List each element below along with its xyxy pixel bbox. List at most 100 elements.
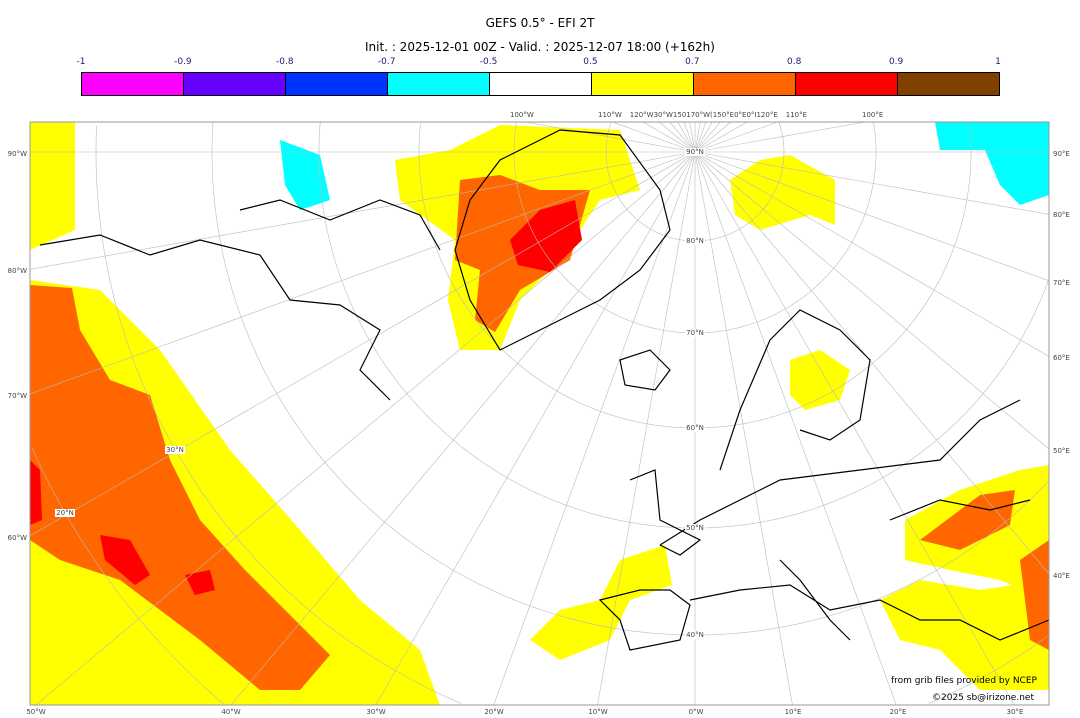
- color-scale-tick: 0.9: [888, 57, 904, 67]
- bottom-axis-label: 30°W: [366, 708, 385, 716]
- color-scale-swatch: [490, 73, 592, 95]
- meridian-line: [694, 151, 793, 705]
- data-source-credit: from grib files provided by NCEP: [891, 676, 1037, 686]
- right-axis-label: 50°E: [1053, 447, 1070, 455]
- top-axis-label: 120°W30°W150170°W(150°E0°E0°I120°E: [630, 111, 778, 119]
- meridian-line: [694, 122, 866, 153]
- latitude-line: [211, 122, 695, 636]
- copyright-credit: ©2025 sb@irizone.net: [932, 693, 1034, 703]
- color-scale-tick: -0.9: [174, 57, 192, 67]
- efi-red-area: [30, 460, 42, 525]
- latitude-label: 20°N: [56, 509, 74, 517]
- efi-red-area: [100, 535, 150, 585]
- right-axis-label: 60°E: [1053, 354, 1070, 362]
- latitude-line: [605, 122, 695, 242]
- latitude-label: 30°N: [166, 446, 184, 454]
- map-title: GEFS 0.5° - EFI 2T: [485, 16, 595, 30]
- bottom-axis-label: 0°W: [689, 708, 704, 716]
- meridian-line: [694, 122, 731, 153]
- right-axis-label: 80°E: [1053, 211, 1070, 219]
- left-axis-label: 60°W: [8, 534, 27, 542]
- latitude-label: 40°N: [686, 631, 704, 639]
- color-scale-swatch: [898, 73, 999, 95]
- right-axis-label: 90°E: [1053, 150, 1070, 158]
- meridian-line: [230, 151, 696, 705]
- map-frame: [29, 121, 1050, 706]
- color-scale-swatch: [184, 73, 286, 95]
- latitude-line: [31, 447, 224, 705]
- meridian-line: [375, 151, 696, 705]
- left-axis-label: 90°W: [8, 150, 27, 158]
- meridian-line: [683, 122, 696, 153]
- latitude-line: [695, 122, 785, 242]
- meridian-line: [694, 151, 897, 705]
- color-scale-swatch: [82, 73, 184, 95]
- color-scale-swatch: [388, 73, 490, 95]
- meridian-line: [30, 151, 696, 270]
- bottom-axis-label: 40°W: [221, 708, 240, 716]
- latitude-label: 60°N: [686, 424, 704, 432]
- color-scale-bar: [81, 72, 1000, 96]
- bottom-axis-label: 20°W: [484, 708, 503, 716]
- efi-cyan-area: [935, 122, 1049, 205]
- latitude-line: [695, 122, 877, 334]
- meridian-line: [524, 122, 696, 153]
- meridian-line: [694, 151, 1049, 282]
- latitude-line: [695, 481, 1049, 636]
- latitude-label: 70°N: [686, 329, 704, 337]
- meridian-line: [694, 122, 707, 153]
- meridian-line: [669, 122, 696, 153]
- left-axis-label: 80°W: [8, 267, 27, 275]
- meridian-line: [694, 151, 1049, 575]
- latitude-line: [695, 280, 1049, 529]
- meridian-line: [35, 151, 696, 705]
- latitude-label: 90°N: [686, 148, 704, 156]
- meridian-line: [30, 151, 696, 537]
- meridian-line: [694, 122, 713, 153]
- color-scale-tick: 1: [995, 57, 1001, 67]
- bottom-axis-label: 30°E: [1007, 708, 1024, 716]
- meridian-line: [694, 122, 778, 153]
- latitude-label: 80°N: [686, 237, 704, 245]
- efi-orange-area: [30, 285, 330, 690]
- efi-yellow-area: [880, 580, 1049, 690]
- latitude-line: [513, 122, 695, 334]
- meridian-line: [694, 151, 1015, 705]
- meridian-line: [677, 122, 696, 153]
- bottom-axis-label: 10°W: [588, 708, 607, 716]
- map-subtitle: Init. : 2025-12-01 00Z - Valid. : 2025-1…: [365, 40, 715, 54]
- meridian-line: [612, 122, 696, 153]
- efi-yellow-area: [30, 122, 75, 250]
- color-scale-tick: 0.8: [787, 57, 802, 67]
- top-axis-label: 100°E: [862, 111, 883, 119]
- meridian-line: [597, 151, 696, 705]
- meridian-line: [694, 151, 1049, 215]
- meridian-line: [694, 122, 748, 153]
- color-scale-swatch: [286, 73, 388, 95]
- color-scale-tick: -0.7: [377, 57, 396, 67]
- bottom-axis-label: 20°E: [890, 708, 907, 716]
- efi-yellow-area: [30, 280, 440, 705]
- efi-red-area: [510, 200, 582, 272]
- efi-red-area: [185, 570, 215, 595]
- meridian-line: [689, 122, 696, 153]
- meridian-line: [30, 151, 696, 395]
- efi-yellow-area: [730, 155, 835, 230]
- efi-yellow-area: [530, 545, 672, 660]
- bottom-axis-label: 10°E: [785, 708, 802, 716]
- efi-cyan-area: [280, 140, 330, 210]
- color-scale-tick: -0.5: [479, 57, 498, 67]
- top-axis-label: 100°W: [510, 111, 534, 119]
- meridian-line: [694, 151, 1049, 450]
- top-axis-label: 110°W: [598, 111, 622, 119]
- bottom-axis-label: 50°W: [26, 708, 45, 716]
- latitude-label: 50°N: [686, 524, 704, 532]
- color-scale-tick: -0.8: [275, 57, 294, 67]
- coastlines: [39, 129, 1049, 651]
- meridian-line: [642, 122, 696, 153]
- top-axis-label: 110°E: [786, 111, 807, 119]
- right-axis-label: 40°E: [1053, 572, 1070, 580]
- meridian-line: [659, 122, 696, 153]
- meridian-line: [493, 151, 696, 705]
